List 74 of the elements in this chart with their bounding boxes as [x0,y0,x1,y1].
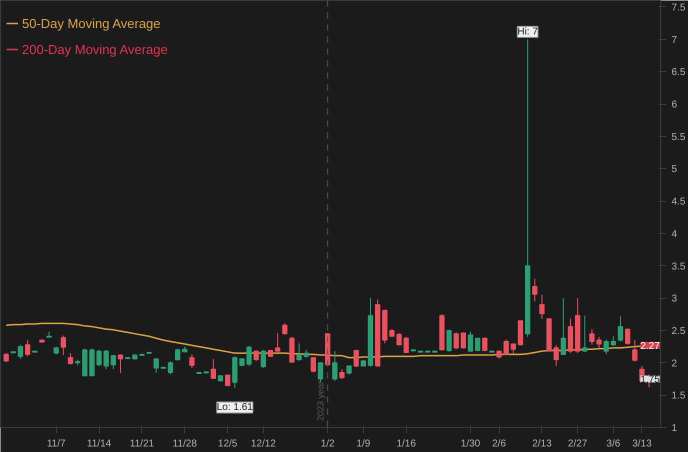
y-tick-label: 2.5 [672,326,686,337]
legend-label: 50-Day Moving Average [22,16,161,30]
candlestick [260,349,266,368]
candlestick [318,362,324,383]
candlestick [404,336,409,354]
y-tick-label: 7 [672,34,678,46]
candlestick [289,336,295,364]
y-tick-label: 1.5 [672,390,686,402]
ref-line-label: 2023 year [316,381,326,422]
x-tick-label: 1/9 [356,438,371,450]
candlestick [539,294,545,320]
x-tick-label: 3/6 [606,438,621,450]
x-tick-label: 3/13 [632,438,652,450]
candlestick [475,338,480,352]
y-tick-label: 4 [672,228,678,240]
candlestick [560,298,566,356]
candlestick [482,337,488,352]
y-tick-label: 5 [672,164,678,176]
y-tick-label: 3 [672,294,678,305]
candlestick [632,340,638,362]
candlestick [18,344,24,360]
candlestick [210,358,216,379]
x-tick-label: 1/2 [320,438,336,450]
candlestick [554,344,559,367]
candlestick [25,340,30,357]
candlestick [296,342,302,362]
x-tick-label: 11/14 [86,438,112,450]
x-tick-label: 2/27 [568,438,588,450]
x-tick-label: 1/30 [460,438,481,450]
candlestick [589,328,595,346]
candlestick [254,350,259,362]
x-tick-label: 11/28 [172,438,198,450]
candlestick [168,361,174,375]
candlestick [310,357,316,374]
candlestick [60,335,66,356]
x-tick-label: 12/12 [250,438,276,450]
legend-label: 200-Day Moving Average [22,42,168,56]
candlestick [246,345,252,367]
x-tick-label: 1/16 [396,438,416,450]
y-tick-label: 4.5 [672,196,686,208]
y-tick-label: 6.5 [672,67,686,78]
annotation: 1.75 [640,374,660,386]
y-tick-label: 5.5 [672,132,686,143]
candlestick [332,350,338,382]
annotation: Lo: 1.61 [216,402,254,414]
candlestick [618,316,624,342]
candlestick [596,336,602,350]
x-tick-label: 2/6 [492,438,506,450]
candlestick [189,354,195,368]
candlestick [339,368,345,380]
candlestick [118,354,124,374]
annotation: Hi: 7 [517,26,538,38]
candlestick [582,315,588,352]
candlestick [396,332,402,346]
candlestick [625,328,630,346]
y-tick-label: 7.5 [672,2,686,14]
x-tick-label: 11/7 [46,438,66,450]
candlestick [532,278,538,302]
candlestick [275,332,280,352]
x-tick-label: 11/21 [130,438,155,450]
y-tick-label: 2 [672,358,678,370]
candlestick [96,349,102,367]
candlestick [446,329,452,352]
candlestick [518,320,524,346]
y-tick-label: 1 [672,423,678,434]
x-tick-label: 12/5 [218,438,238,450]
candlestick [68,352,74,366]
candlestick [468,331,474,352]
candlestick [354,349,359,368]
y-tick-label: 3.5 [672,261,686,272]
y-tick-label: 6 [672,100,678,111]
x-tick-label: 2/13 [532,438,552,450]
candlestick [4,352,9,363]
candlestick [282,322,288,335]
